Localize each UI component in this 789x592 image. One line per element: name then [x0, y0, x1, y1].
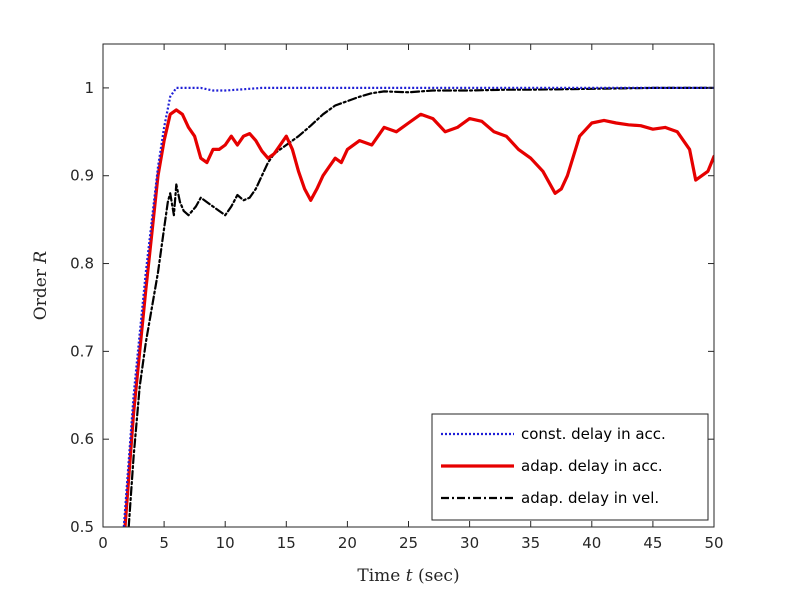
x-tick-label: 0 [98, 534, 108, 552]
x-tick-label: 35 [521, 534, 540, 552]
y-tick-label: 0.6 [70, 430, 94, 448]
x-axis-label-prefix: Time [357, 566, 405, 586]
axes-layer: 0 5 10 15 20 25 30 35 40 45 50 0.5 0.6 0.7 0.8 0.9 1 [70, 43, 724, 552]
x-tick-label: 15 [277, 534, 296, 552]
x-tick-label: 20 [338, 534, 357, 552]
x-tick-label: 40 [582, 534, 601, 552]
x-tick-label: 50 [704, 534, 723, 552]
series-line-3 [127, 86, 714, 527]
x-axis-label: Time t (sec) [357, 566, 459, 586]
y-tick-label: 0.9 [70, 167, 94, 185]
legend-label-1: const. delay in acc. [521, 425, 666, 443]
y-tick-label: 1 [84, 79, 94, 97]
x-tick-label: 30 [460, 534, 479, 552]
x-tick-label: 5 [159, 534, 169, 552]
x-tick-label: 25 [399, 534, 418, 552]
x-tick-label: 10 [216, 534, 235, 552]
legend: const. delay in acc. adap. delay in acc. a… [431, 413, 709, 521]
x-axis-label-suffix: (sec) [413, 566, 460, 586]
x-axis-label-variable: t [406, 566, 413, 586]
y-axis-label-variable: R [31, 251, 51, 265]
x-tick-label: 45 [643, 534, 662, 552]
legend-label-3: adap. delay in vel. [521, 489, 659, 507]
legend-label-2: adap. delay in acc. [521, 457, 663, 475]
y-axis-label-prefix: Order [31, 264, 51, 321]
y-axis-label: Order R [31, 251, 51, 321]
series-layer [122, 86, 714, 527]
series-line-1 [122, 86, 714, 527]
series-line-2 [123, 108, 714, 527]
y-tick-label: 0.7 [70, 342, 94, 360]
y-tick-label: 0.8 [70, 255, 94, 273]
y-tick-label: 0.5 [70, 518, 94, 536]
